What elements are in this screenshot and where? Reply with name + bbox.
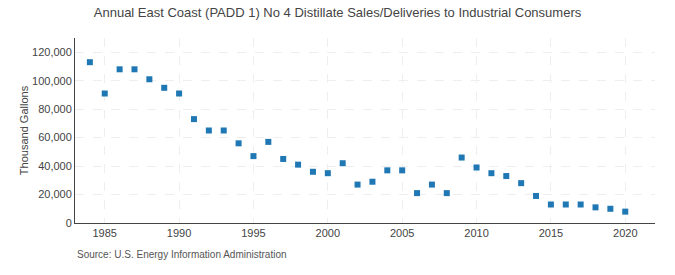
svg-text:2010: 2010 xyxy=(464,227,488,239)
svg-text:2000: 2000 xyxy=(316,227,340,239)
svg-text:Source: U.S. Energy Informatio: Source: U.S. Energy Information Administ… xyxy=(77,249,287,260)
svg-text:100,000: 100,000 xyxy=(32,75,72,87)
svg-text:20,000: 20,000 xyxy=(38,188,72,200)
svg-text:40,000: 40,000 xyxy=(38,160,72,172)
svg-text:2005: 2005 xyxy=(390,227,414,239)
svg-text:Thousand Gallons: Thousand Gallons xyxy=(18,85,30,175)
svg-text:60,000: 60,000 xyxy=(38,131,72,143)
svg-text:120,000: 120,000 xyxy=(32,46,72,58)
svg-text:80,000: 80,000 xyxy=(38,103,72,115)
svg-text:Annual East Coast (PADD 1) No: Annual East Coast (PADD 1) No 4 Distilla… xyxy=(94,5,582,20)
svg-text:1995: 1995 xyxy=(241,227,265,239)
svg-text:1990: 1990 xyxy=(167,227,191,239)
svg-text:0: 0 xyxy=(66,217,72,229)
svg-text:2020: 2020 xyxy=(613,227,637,239)
svg-text:1985: 1985 xyxy=(92,227,116,239)
svg-text:2015: 2015 xyxy=(539,227,563,239)
